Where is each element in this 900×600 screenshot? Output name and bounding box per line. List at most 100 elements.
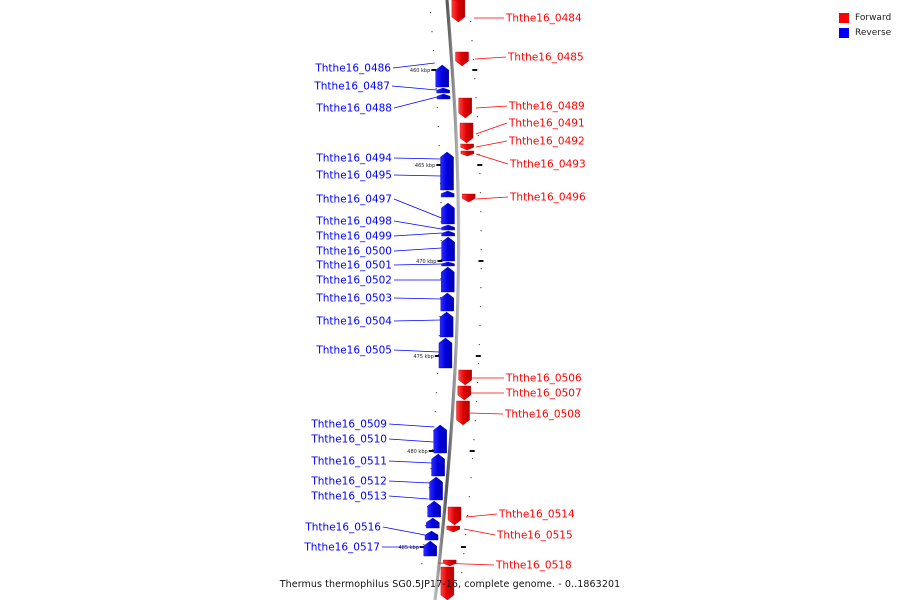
gene-label-Ththe16_0494[interactable]: Ththe16_0494	[315, 153, 392, 165]
leader-Ththe16_0509	[388, 423, 435, 428]
gene-arrow-Ththe16_0489[interactable]	[458, 97, 472, 119]
genome-caption: Thermus thermophilus SG0.5JP17-16, compl…	[279, 579, 621, 590]
gene-label-Ththe16_0510[interactable]: Ththe16_0510	[310, 434, 387, 446]
gene-arrow-Ththe16_0495[interactable]	[440, 190, 455, 198]
gene-label-Ththe16_0487[interactable]: Ththe16_0487	[313, 81, 390, 93]
gene-arrow-Ththe16_0487[interactable]	[436, 87, 450, 94]
reverse-swatch	[839, 27, 849, 38]
leader-Ththe16_0504	[393, 319, 441, 322]
gene-arrow-Ththe16_0515[interactable]	[446, 525, 460, 533]
gene-label-Ththe16_0488[interactable]: Ththe16_0488	[315, 103, 392, 115]
gene-arrow-Ththe16_0491[interactable]	[459, 122, 474, 144]
gene-label-Ththe16_0502[interactable]: Ththe16_0502	[315, 275, 392, 287]
gene-label-Ththe16_0517[interactable]: Ththe16_0517	[303, 542, 380, 554]
leader-Ththe16_0500	[393, 247, 442, 252]
gene-label-Ththe16_0511[interactable]: Ththe16_0511	[310, 456, 387, 468]
gene-label-Ththe16_0518[interactable]: Ththe16_0518	[495, 560, 572, 572]
gene-arrow-Ththe16_0501[interactable]	[441, 261, 455, 267]
gene-label-Ththe16_0496[interactable]: Ththe16_0496	[509, 192, 586, 204]
gene-label-Ththe16_0484[interactable]: Ththe16_0484	[505, 13, 582, 25]
gene-arrow-Ththe16_0518[interactable]	[442, 559, 457, 567]
tick-mark-right	[477, 164, 483, 166]
gene-label-Ththe16_0497[interactable]: Ththe16_0497	[315, 194, 392, 206]
gene-label-Ththe16_0514[interactable]: Ththe16_0514	[498, 509, 575, 521]
gene-arrow-Ththe16_0493[interactable]	[460, 150, 475, 157]
gene-arrow-Ththe16_0484[interactable]	[451, 0, 466, 23]
gene-label-Ththe16_0498[interactable]: Ththe16_0498	[315, 216, 392, 228]
tick-label: 460 kbp	[410, 68, 430, 74]
leader-Ththe16_0487	[391, 85, 437, 91]
gene-label-Ththe16_0495[interactable]: Ththe16_0495	[315, 170, 392, 182]
gene-arrow-Ththe16_0517[interactable]	[423, 540, 437, 557]
gene-arrow-Ththe16_0505[interactable]	[438, 337, 453, 369]
leader-Ththe16_0497	[393, 198, 442, 219]
gene-arrow-Ththe16_0516[interactable]	[424, 530, 439, 541]
legend-forward: Forward	[839, 10, 891, 25]
gene-label-Ththe16_0486[interactable]: Ththe16_0486	[314, 63, 391, 75]
leader-Ththe16_0511	[388, 460, 432, 464]
gene-label-Ththe16_0509[interactable]: Ththe16_0509	[310, 419, 387, 431]
leader-Ththe16_0494	[393, 157, 441, 160]
gene-label-Ththe16_0489[interactable]: Ththe16_0489	[508, 101, 585, 113]
gene-arrow-Ththe16_0509[interactable]	[433, 424, 447, 454]
leader-Ththe16_0493	[475, 153, 509, 165]
gene-label-Ththe16_0515[interactable]: Ththe16_0515	[496, 530, 573, 542]
gene-arrow-Ththe16_0498[interactable]	[441, 224, 455, 231]
gene-arrow-Ththe16_0499[interactable]	[441, 230, 455, 237]
gene-arrow-Ththe16_0503[interactable]	[440, 292, 455, 312]
gene-arrow-Ththe16_0494[interactable]	[440, 151, 454, 191]
gene-label-Ththe16_0516[interactable]: Ththe16_0516	[304, 522, 381, 534]
gene-arrow-Ththe16_0485[interactable]	[455, 51, 469, 67]
tick-mark-left	[431, 69, 437, 71]
gene-arrow-Ththe16_0496[interactable]	[462, 193, 476, 203]
leader-Ththe16_0505	[393, 349, 440, 353]
tick-mark-right	[478, 260, 484, 262]
leader-Ththe16_0488	[393, 96, 438, 109]
gene-arrow-Ththe16_0510[interactable]	[431, 453, 445, 477]
gene-arrow-Ththe16_0512[interactable]	[427, 500, 441, 518]
gene-label-Ththe16_0491[interactable]: Ththe16_0491	[508, 118, 585, 130]
gene-arrow-Ththe16_0507[interactable]	[457, 385, 472, 401]
gene-leader-lines	[382, 17, 509, 566]
tick-label: 480 kbp	[407, 449, 427, 455]
gene-labels: Ththe16_0484 Ththe16_0485 Ththe16_0489 Thth…	[303, 13, 586, 572]
gene-label-Ththe16_0508[interactable]: Ththe16_0508	[504, 409, 581, 421]
gene-label-Ththe16_0507[interactable]: Ththe16_0507	[505, 388, 582, 400]
tick-mark-left	[437, 260, 443, 262]
gene-arrow-Ththe16_0511[interactable]	[429, 476, 443, 501]
gene-label-Ththe16_0513[interactable]: Ththe16_0513	[310, 491, 387, 503]
leader-Ththe16_0489	[475, 105, 508, 109]
gene-arrow-Ththe16_0488[interactable]	[436, 93, 451, 100]
gene-arrow-Ththe16_0502[interactable]	[441, 266, 455, 293]
tick-mark-right	[469, 450, 475, 452]
leader-Ththe16_0508	[469, 412, 504, 415]
forward-swatch	[839, 12, 849, 23]
gene-label-Ththe16_0504[interactable]: Ththe16_0504	[315, 316, 392, 328]
gene-label-Ththe16_0485[interactable]: Ththe16_0485	[507, 52, 584, 64]
gene-arrow-tail[interactable]	[440, 566, 455, 600]
genome-axis	[433, 0, 461, 600]
gene-arrow-Ththe16_0497[interactable]	[441, 202, 455, 225]
gene-label-Ththe16_0501[interactable]: Ththe16_0501	[315, 260, 392, 272]
leader-Ththe16_0501	[393, 263, 442, 266]
gene-label-Ththe16_0492[interactable]: Ththe16_0492	[508, 136, 585, 148]
gene-label-Ththe16_0512[interactable]: Ththe16_0512	[310, 476, 387, 488]
gene-arrow-Ththe16_0514[interactable]	[447, 506, 462, 526]
gene-arrow-Ththe16_0506[interactable]	[458, 369, 472, 386]
gene-arrow-Ththe16_0504[interactable]	[439, 311, 454, 338]
leader-Ththe16_0496	[475, 196, 509, 200]
gene-label-Ththe16_0505[interactable]: Ththe16_0505	[315, 345, 392, 357]
gene-arrow-Ththe16_0500[interactable]	[441, 236, 455, 262]
leader-Ththe16_0510	[388, 438, 434, 443]
gene-label-Ththe16_0493[interactable]: Ththe16_0493	[509, 159, 586, 171]
gene-arrow-Ththe16_0492[interactable]	[460, 143, 474, 151]
gene-arrow-Ththe16_0508[interactable]	[456, 400, 470, 426]
gene-arrow-Ththe16_0513[interactable]	[426, 517, 440, 529]
gene-label-Ththe16_0499[interactable]: Ththe16_0499	[315, 231, 392, 243]
gene-label-Ththe16_0500[interactable]: Ththe16_0500	[315, 246, 392, 258]
gene-arrow-Ththe16_0486[interactable]	[435, 64, 449, 88]
legend-reverse: Reverse	[839, 25, 891, 40]
gene-label-Ththe16_0506[interactable]: Ththe16_0506	[505, 373, 582, 385]
gene-label-Ththe16_0503[interactable]: Ththe16_0503	[315, 293, 392, 305]
